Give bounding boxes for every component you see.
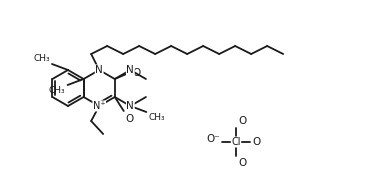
Text: N: N [127,101,134,111]
Text: CH₃: CH₃ [49,86,66,95]
Text: CH₃: CH₃ [33,54,50,63]
Text: Cl: Cl [231,137,241,147]
Text: O⁻: O⁻ [206,134,220,144]
Text: N⁺: N⁺ [93,101,105,111]
Text: O: O [238,116,246,126]
Text: CH₃: CH₃ [148,113,165,122]
Text: N: N [127,65,134,75]
Text: O: O [238,158,246,168]
Text: O: O [252,137,260,147]
Text: O: O [126,114,134,124]
Text: N: N [95,65,103,75]
Text: O: O [133,68,141,78]
